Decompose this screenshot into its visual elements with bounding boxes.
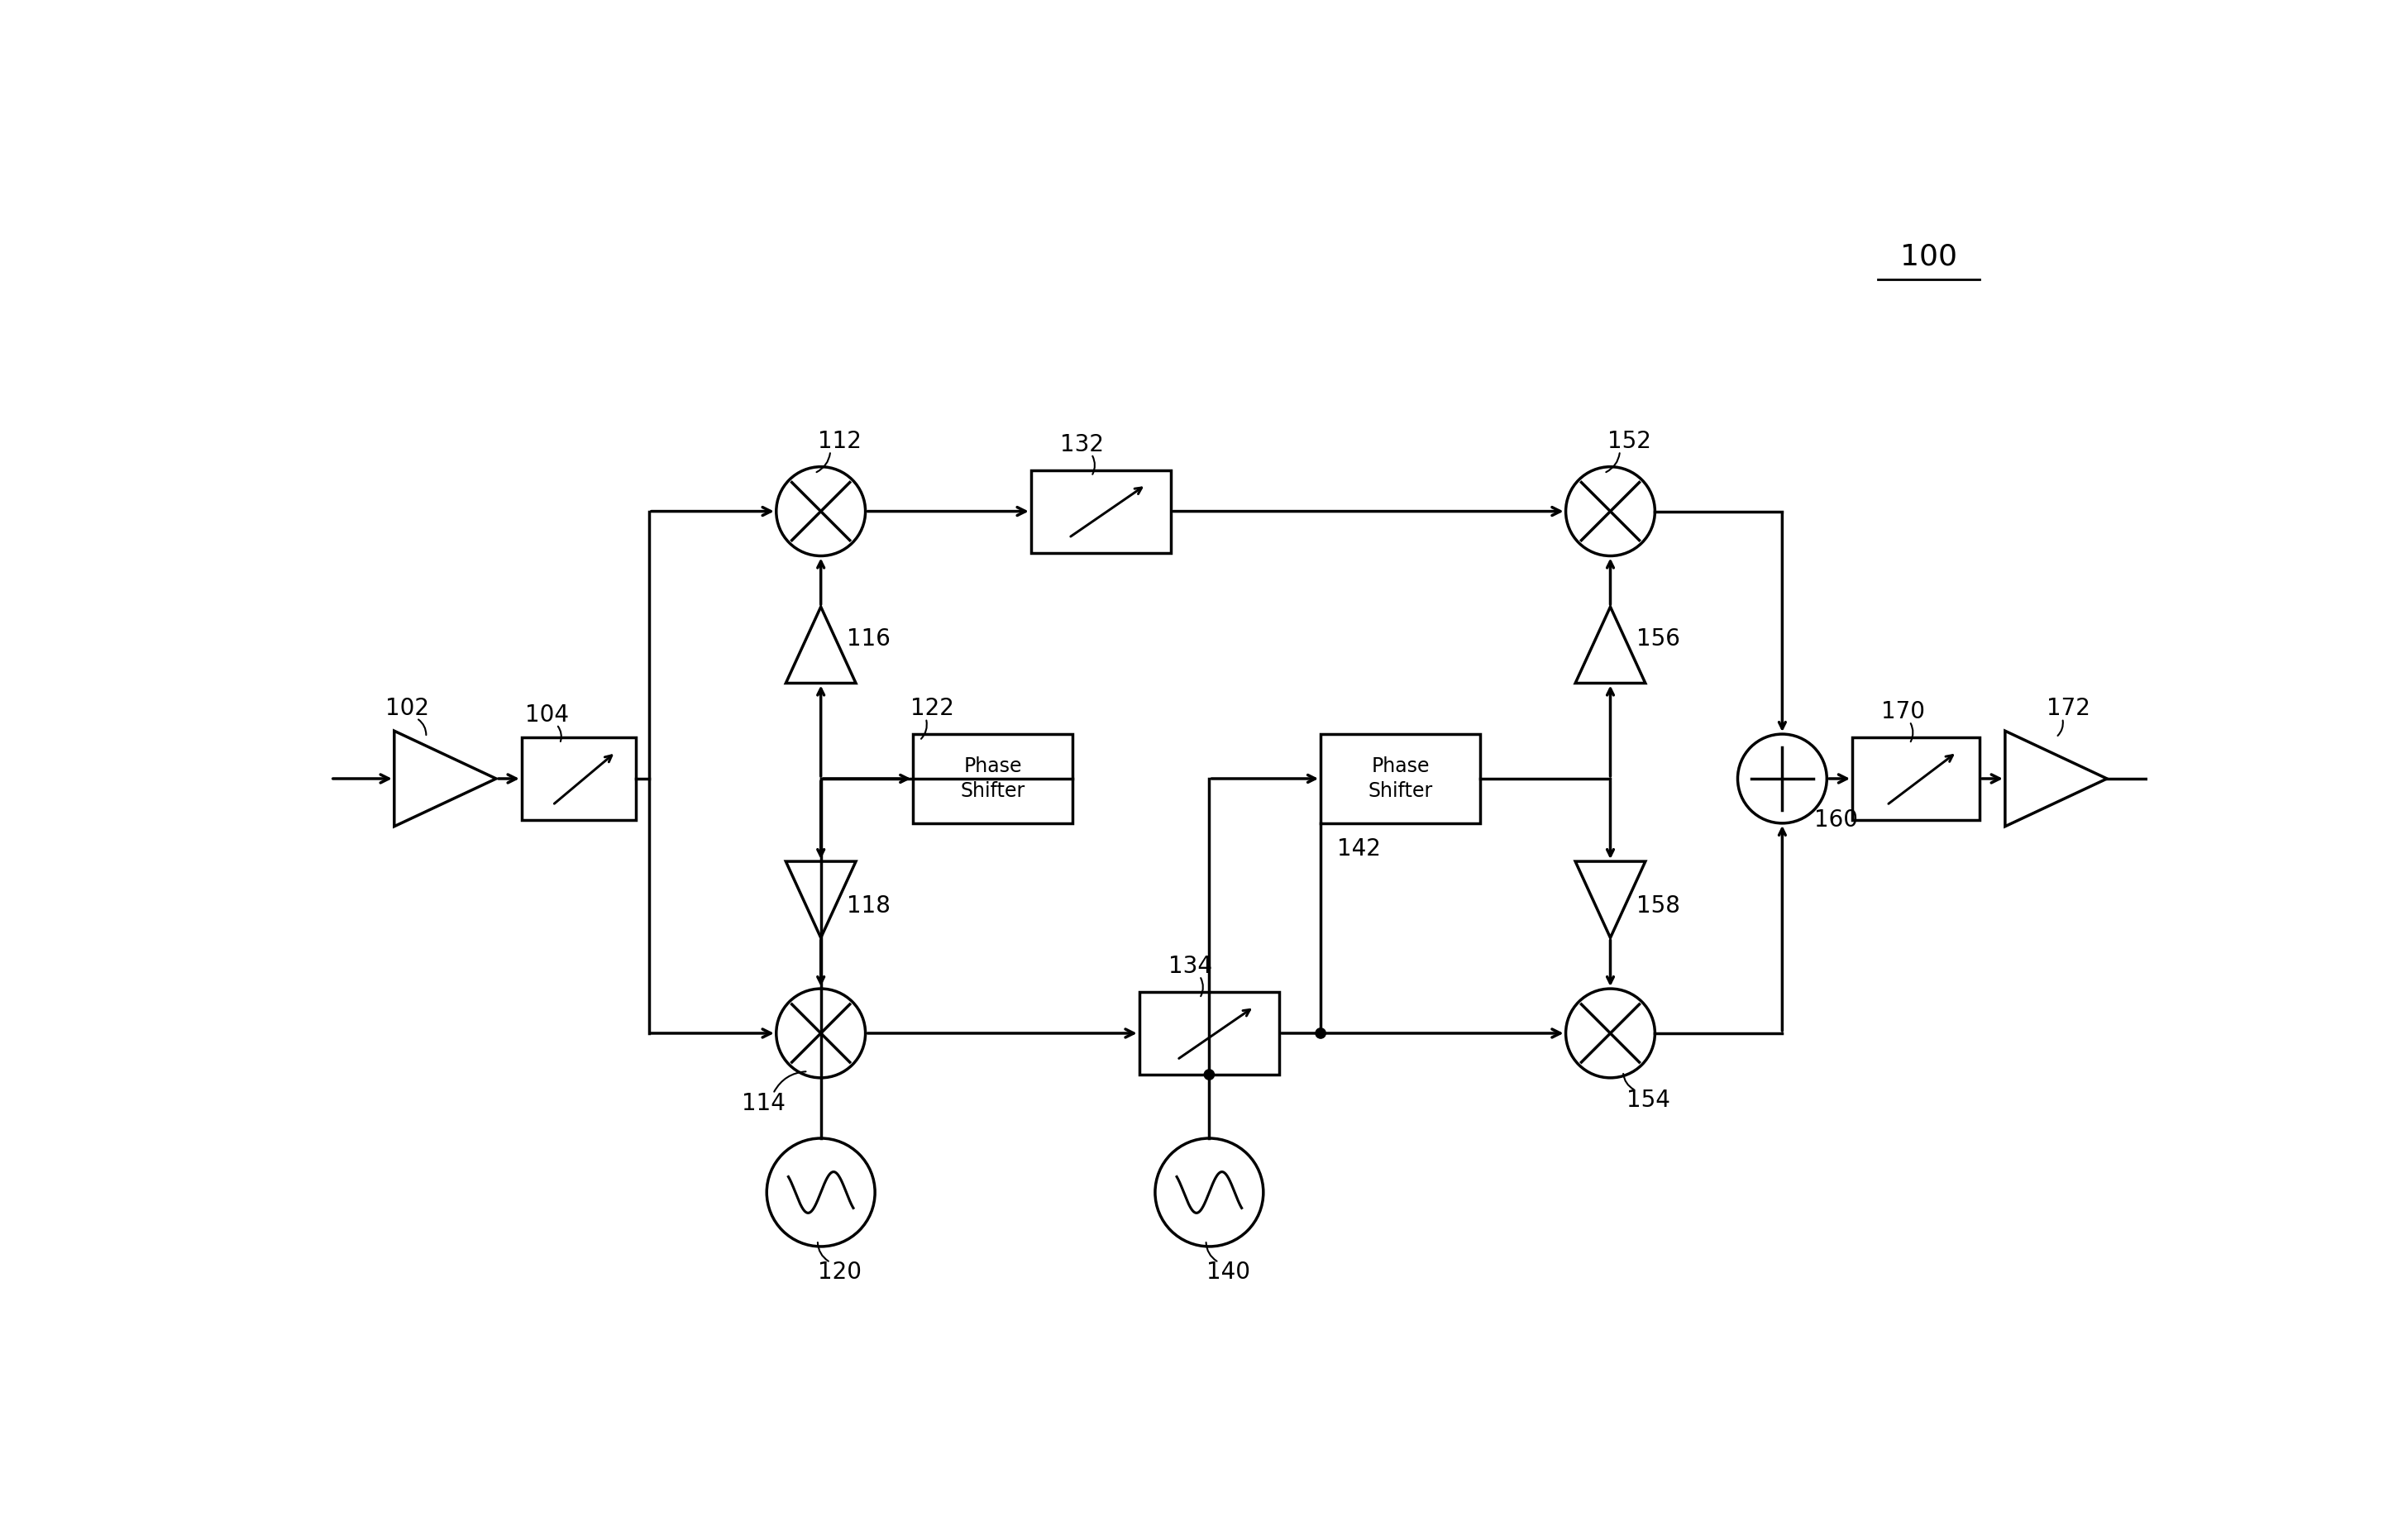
Text: Phase
Shifter: Phase Shifter [1369, 756, 1433, 801]
Text: 102: 102 [385, 698, 428, 721]
Text: 156: 156 [1637, 627, 1680, 650]
Text: 134: 134 [1168, 955, 1211, 978]
Text: 112: 112 [818, 430, 861, 453]
Text: 100: 100 [1900, 243, 1957, 271]
Bar [914, 735, 1072, 824]
Text: 142: 142 [1338, 838, 1381, 861]
Bar [522, 738, 637, 819]
Bar [1031, 470, 1170, 553]
Circle shape [1204, 1070, 1213, 1080]
Text: 152: 152 [1608, 430, 1651, 453]
Text: 114: 114 [742, 1092, 785, 1115]
Circle shape [1316, 1029, 1326, 1038]
Bar [1321, 735, 1479, 824]
Text: 120: 120 [818, 1260, 861, 1283]
Text: 154: 154 [1627, 1089, 1670, 1112]
Text: 160: 160 [1814, 808, 1859, 832]
Bar [1852, 738, 1979, 819]
Bar [1139, 992, 1280, 1075]
Text: 118: 118 [847, 895, 890, 918]
Text: 172: 172 [2046, 698, 2091, 721]
Text: 116: 116 [847, 627, 890, 650]
Text: 122: 122 [909, 698, 955, 721]
Text: 158: 158 [1637, 895, 1680, 918]
Text: 140: 140 [1206, 1260, 1249, 1283]
Text: 132: 132 [1060, 433, 1103, 456]
Text: Phase
Shifter: Phase Shifter [960, 756, 1024, 801]
Text: 104: 104 [524, 704, 570, 727]
Text: 170: 170 [1881, 701, 1924, 724]
